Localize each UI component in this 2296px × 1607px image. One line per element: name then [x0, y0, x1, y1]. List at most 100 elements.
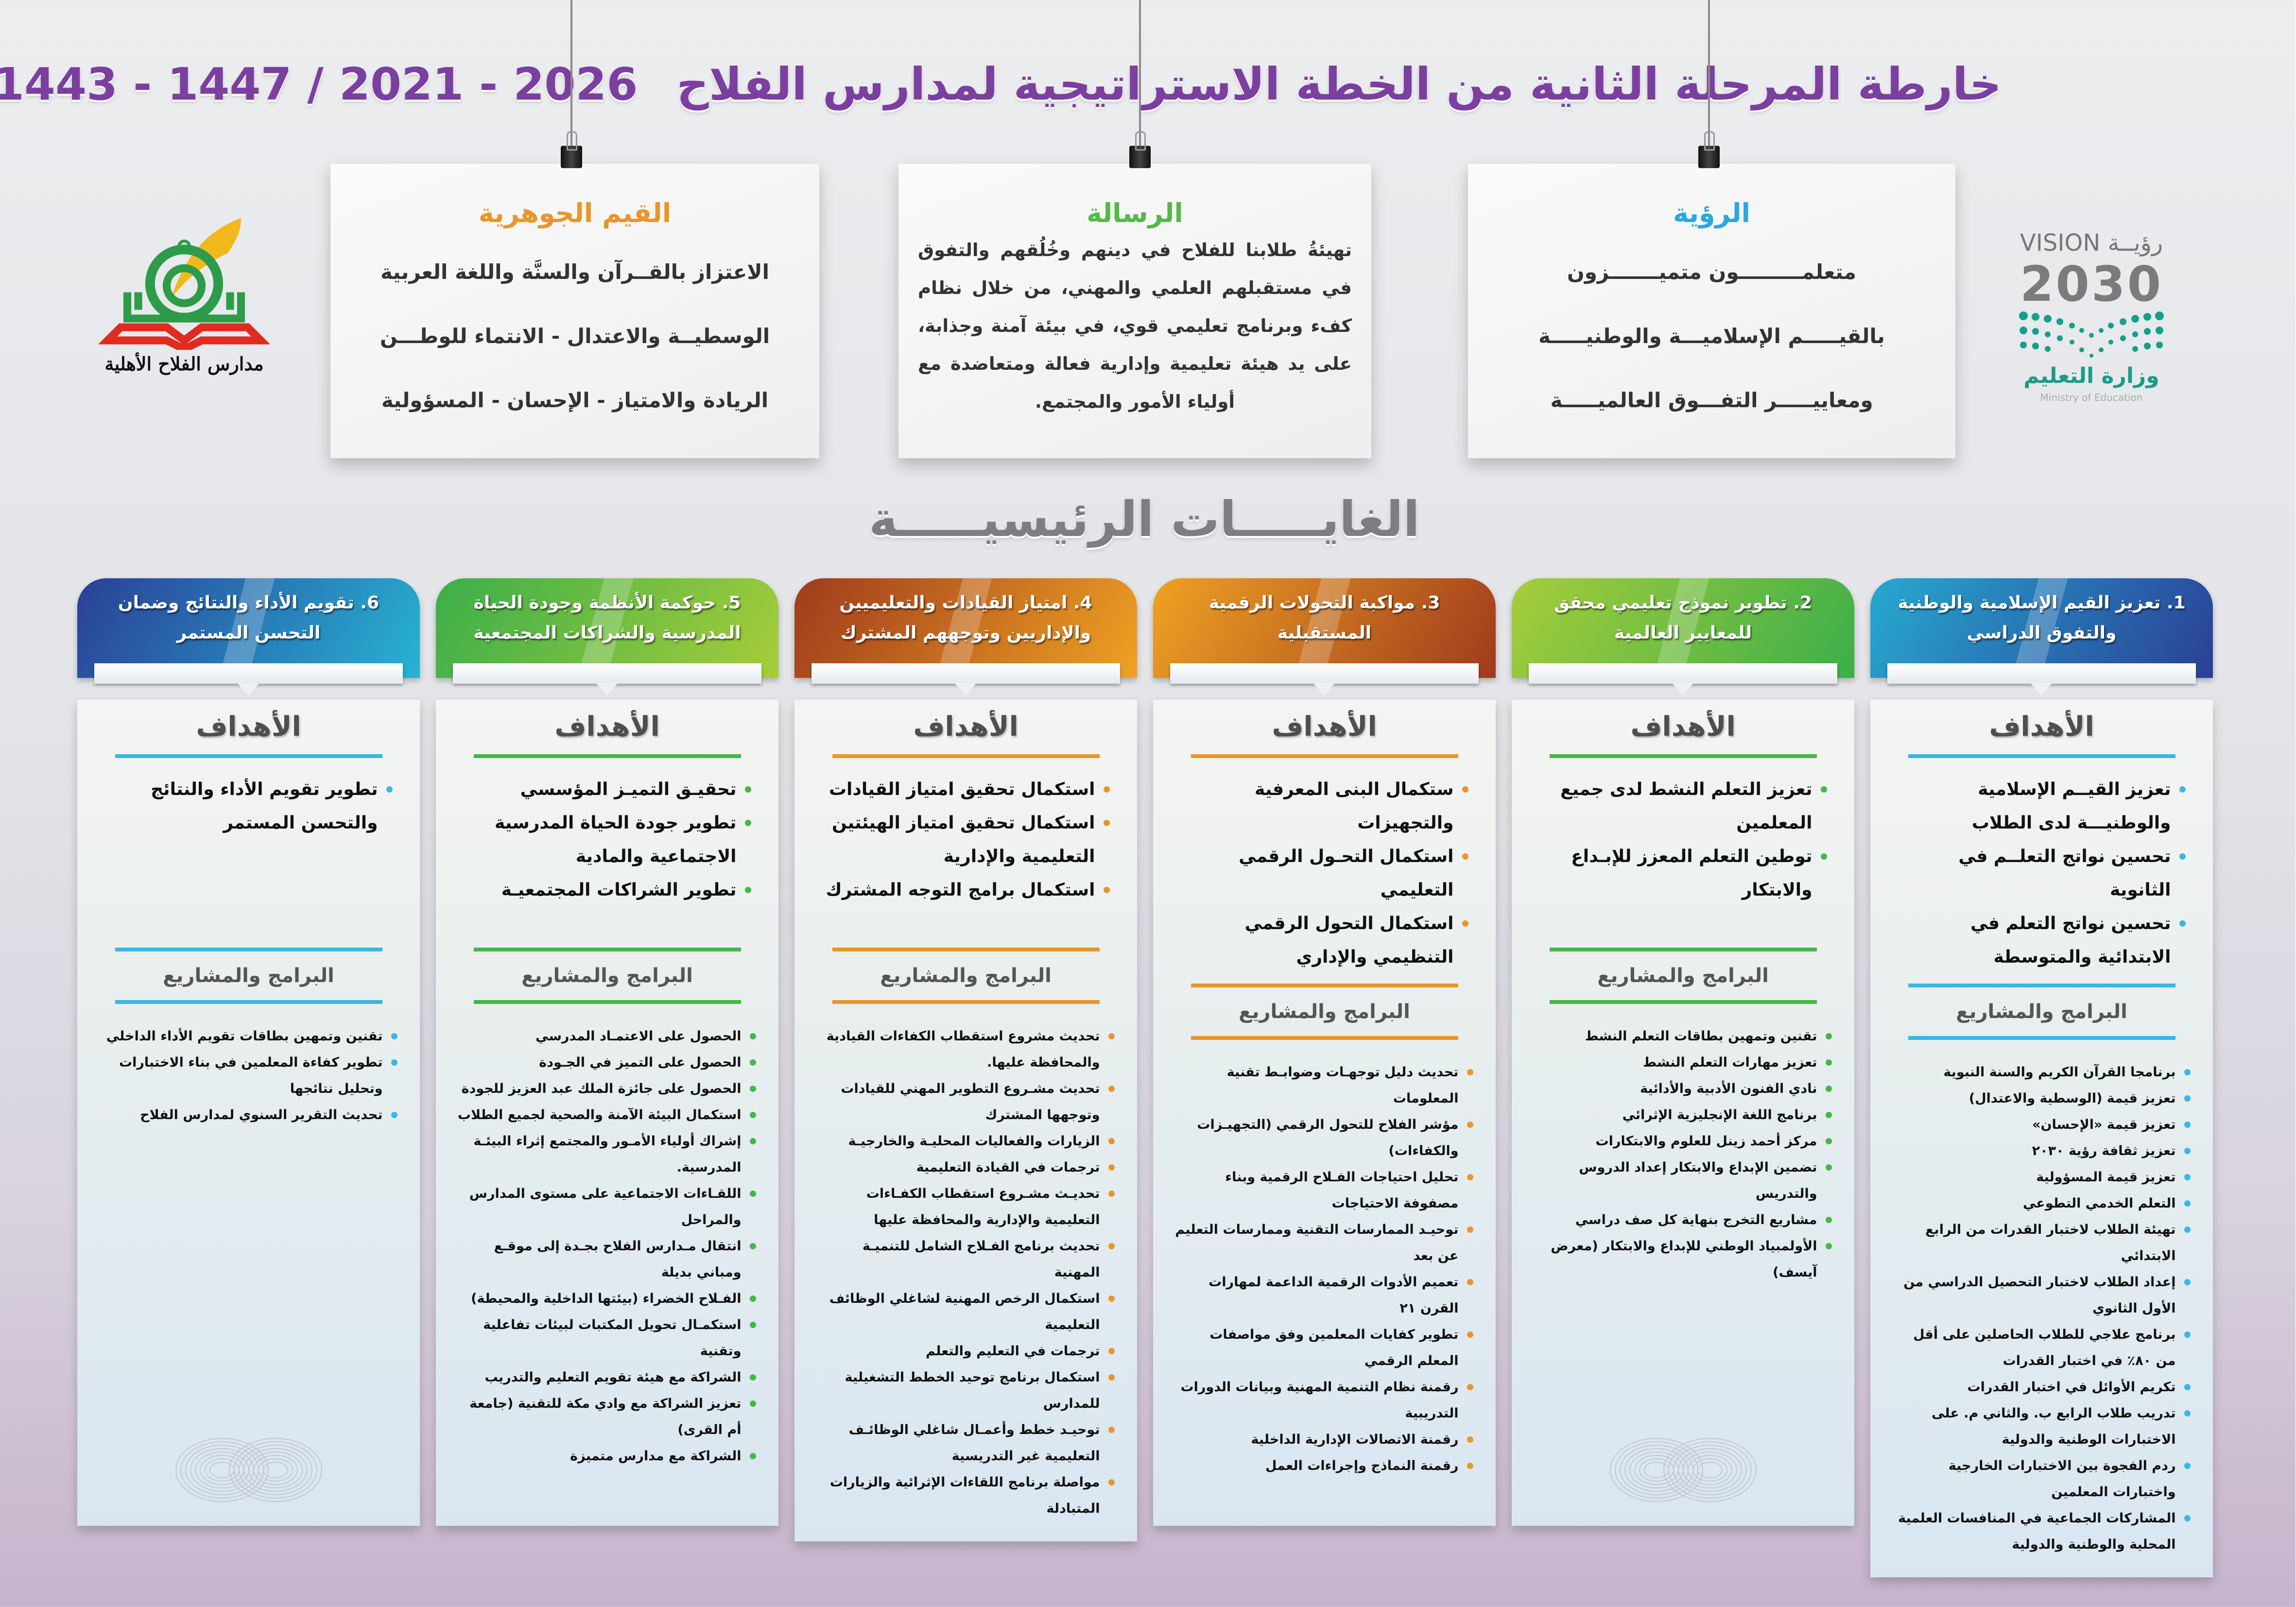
goal-item: تطوير تقويم الأداء والنتائج والتحسن المس…: [104, 773, 395, 840]
goal-item: استكمال التحـول الرقمي التعليمي: [1179, 840, 1471, 907]
program-item: تعزيز مهارات التعلم النشط: [1533, 1050, 1834, 1076]
goals-list: استكمال تحقيق امتياز القيادات استكمال تحق…: [821, 773, 1112, 938]
values-line: الاعتزاز بالقــرآن والسنَّة واللغة العرب…: [381, 260, 770, 284]
binder-clip: [561, 131, 583, 168]
program-item: تضمين الإبداع والابتكار إعداد الدروس وال…: [1533, 1155, 1834, 1207]
header-pointer: [955, 683, 977, 696]
goal-body: الأهداف استكمال تحقيق امتياز القيادات است…: [795, 700, 1138, 1541]
header-pointer: [597, 683, 618, 696]
program-item: ردم الفجوة بين الاختبارات الخارجية واختب…: [1892, 1453, 2193, 1505]
divider: [1191, 1036, 1459, 1040]
goal-title: 6. تقويم الأداء والنتائج وضمان التحسن ال…: [118, 593, 380, 643]
programs-list: تقنين وتمهين بطاقات تقويم الأداء الداخلي…: [99, 1023, 400, 1128]
program-item: تقنين وتمهين بطاقات تقويم الأداء الداخلي: [99, 1023, 400, 1050]
header-pointer: [1673, 683, 1694, 696]
programs-heading: البرامج والمشاريع: [163, 965, 335, 987]
program-item: الشراكة مع هيئة تقويم التعليم والتدريب: [457, 1365, 759, 1391]
goal-body: الأهداف تحقيـق التميـز المؤسسي تطوير جودة…: [436, 700, 779, 1526]
program-item: نادي الفنون الأدبية والأدائية: [1533, 1076, 1834, 1102]
header-banner: [1529, 663, 1838, 684]
goals-heading: الأهداف: [1631, 711, 1736, 743]
program-item: تطوير كفاءة المعلمين في بناء الاختبارات …: [99, 1050, 400, 1102]
program-item: مواصلة برنامج اللقاءات الإثرائية والزيار…: [816, 1469, 1117, 1522]
goal-item: توطين التعلم المعزز للإبـداع والابتكار: [1538, 840, 1830, 907]
values-line: الوسطيــة والاعتدال - الانتماء للوطـــن: [380, 324, 771, 348]
programs-list: برنامجا القرآن الكريم والسنة النبوية تعزي…: [1892, 1059, 2193, 1558]
program-item: تعزيز قيمة المسؤولية: [1892, 1164, 2193, 1191]
program-item: مشاريع التخرج بنهاية كل صف دراسي: [1533, 1207, 1834, 1233]
mission-title: الرسالة: [1087, 198, 1184, 228]
vision-title: الرؤية: [1674, 198, 1751, 228]
programs-list: تحديث مشروع استقطاب الكفاءات القيادية وا…: [816, 1023, 1117, 1522]
goals-list: ستكمال البنى المعرفية والتجهيزات استكمال …: [1179, 773, 1471, 974]
swirl-decoration-icon: [1610, 1438, 1757, 1502]
header-banner: [1888, 663, 2196, 684]
program-item: تحديث برنامج الفـلاح الشامل للتنميـة الم…: [816, 1233, 1117, 1286]
hanging-wire: [571, 0, 573, 146]
goal-item: تحسين نواتج التعلم في الابتدائية والمتوس…: [1897, 907, 2188, 974]
header-banner: [812, 663, 1121, 684]
program-item: تطوير كفايات المعلمين وفق مواصفات المعلم…: [1174, 1322, 1476, 1374]
programs-list: الحصول على الاعتمـاد المدرسي الحصول على ا…: [457, 1023, 759, 1469]
vision-line: متعلمـــــــــون متميـــــــزون: [1567, 260, 1857, 284]
goal-body: الأهداف ستكمال البنى المعرفية والتجهيزات…: [1154, 700, 1496, 1526]
goal-item: استكمال التحول الرقمي التنظيمي والإداري: [1179, 907, 1471, 974]
goals-list: تعزيز التعلم النشط لدى جميع المعلمين توطي…: [1538, 773, 1830, 938]
divider: [1550, 754, 1817, 758]
divider: [832, 948, 1100, 951]
vision-label: VISION: [2020, 229, 2101, 257]
programs-heading: البرامج والمشاريع: [1239, 1001, 1411, 1023]
program-item: اللقـاءات الاجتماعية على مستوى المدارس و…: [457, 1181, 759, 1233]
goal-title: 2. تطوير نموذج تعليمي محقق للمعايير العا…: [1554, 593, 1813, 643]
title-text: خارطة المرحلة الثانية من الخطة الاستراتي…: [677, 58, 2002, 110]
goals-heading: الأهداف: [1272, 711, 1378, 743]
program-item: الحصول على الاعتمـاد المدرسي: [457, 1023, 759, 1050]
goal-title: 3. مواكبة التحولات الرقمية المستقبلية: [1209, 593, 1441, 643]
program-item: برنامج علاجي للطلاب الحاصلين على أقل من …: [1892, 1322, 2193, 1374]
program-item: المشاركات الجماعية في المنافسات العلمية …: [1892, 1505, 2193, 1558]
ministry-name-ar: وزارة التعليم: [2024, 363, 2160, 388]
program-item: توحيـد الممارسات التقنية وممارسات التعلي…: [1174, 1217, 1476, 1269]
program-item: الحصول على جائزة الملك عبد العزيز للجودة: [457, 1076, 759, 1102]
program-item: استكمال البيئة الآمنة والصحية لجميع الطل…: [457, 1102, 759, 1128]
program-item: تعميم الأدوات الرقمية الداعمة لمهارات ال…: [1174, 1269, 1476, 1322]
divider: [1908, 984, 2176, 987]
divider: [1550, 948, 1817, 951]
divider: [832, 754, 1100, 758]
program-item: الزيارات والفعاليات المحليـة والخارجيـة: [816, 1128, 1117, 1155]
goal-item: تعزيز التعلم النشط لدى جميع المعلمين: [1538, 773, 1830, 840]
program-item: تحديث التقرير السنوي لمدارس الفلاح: [99, 1102, 400, 1128]
goal-item: تحقيـق التميـز المؤسسي: [462, 773, 754, 806]
values-line: الريادة والامتياز - الإحسان - المسؤولية: [381, 388, 769, 412]
header-banner: [453, 663, 762, 684]
ministry-dots-icon: [2020, 311, 2164, 358]
header-banner: [95, 663, 403, 684]
program-item: تكريم الأوائل في اختبار القدرات: [1892, 1374, 2193, 1400]
program-item: الفـلاح الخضراء (بيئتها الداخلية والمحيط…: [457, 1286, 759, 1312]
divider: [1191, 754, 1459, 758]
program-item: تحديث مشروع استقطاب الكفاءات القيادية وا…: [816, 1023, 1117, 1076]
header-pointer: [2031, 683, 2053, 696]
values-card: القيم الجوهرية الاعتزاز بالقــرآن والسنَ…: [331, 164, 820, 458]
program-item: ترجمات في القيادة التعليمية: [816, 1155, 1117, 1181]
goals-list: تحقيـق التميـز المؤسسي تطوير جودة الحياة …: [462, 773, 754, 938]
divider: [1908, 1036, 2176, 1040]
program-item: تعزيز قيمة «الإحسان»: [1892, 1112, 2193, 1138]
divider: [832, 1000, 1100, 1004]
binder-clip: [1699, 131, 1720, 168]
program-item: برنامج اللغة الإنجليزية الإثرائي: [1533, 1102, 1834, 1128]
goal-header: 2. تطوير نموذج تعليمي محقق للمعايير العا…: [1512, 578, 1855, 678]
program-item: رقمنة نظام التنمية المهنية وبيانات الدور…: [1174, 1374, 1476, 1427]
program-item: ترجمات في التعليم والتعلم: [816, 1338, 1117, 1365]
vision-card: الرؤية متعلمـــــــــون متميـــــــزون ب…: [1468, 164, 1956, 458]
program-item: تحديث مشـروع التطوير المهني للقيادات وتو…: [816, 1076, 1117, 1128]
goals-list: تعزيز القيــم الإسلامية والوطنيـــة لدى …: [1897, 773, 2188, 974]
programs-heading: البرامج والمشاريع: [1598, 965, 1769, 987]
school-emblem-icon: [98, 218, 271, 354]
page-title: خارطة المرحلة الثانية من الخطة الاستراتي…: [0, 58, 2021, 110]
program-item: تعزيز ثقافة رؤية ٢٠٣٠: [1892, 1138, 2193, 1164]
goal-header: 3. مواكبة التحولات الرقمية المستقبلية: [1154, 578, 1496, 678]
program-item: استكمال برنامج توحيد الخطط التشغيلية للم…: [816, 1365, 1117, 1417]
goal-body: الأهداف تعزيز التعلم النشط لدى جميع المع…: [1512, 700, 1855, 1526]
title-years: 1443 - 1447 / 2021 - 2026: [0, 58, 639, 110]
